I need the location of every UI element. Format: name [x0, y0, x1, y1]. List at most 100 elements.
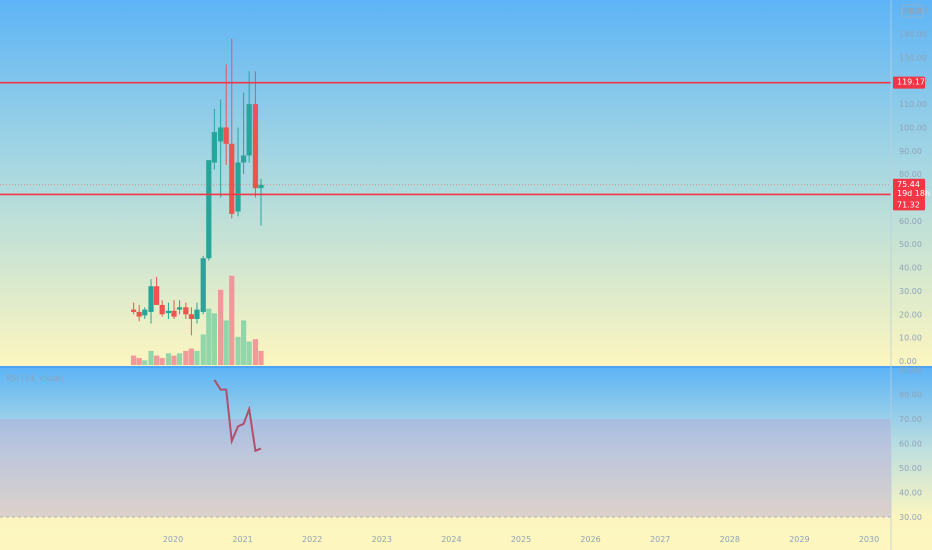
volume-bar-14: [211, 313, 217, 365]
candle-7: [171, 300, 177, 319]
candle-14: [211, 108, 217, 170]
candle-body-18: [235, 162, 241, 212]
candle-body-4: [154, 286, 160, 305]
candle-body-12: [200, 258, 206, 312]
candle-16: [223, 64, 229, 165]
candle-9: [183, 302, 189, 319]
rsi-tick-label-6: 30.00: [899, 513, 922, 522]
candle-8: [176, 300, 183, 315]
time-axis-background: [0, 518, 932, 550]
time-tick-label-7: 2027: [650, 535, 670, 544]
candle-body-21: [252, 104, 259, 189]
rsi-tick-label-0: 90.00: [899, 366, 922, 375]
price-tick-label-13: 20.00: [899, 310, 922, 319]
rsi-tick-label-4: 50.00: [899, 464, 922, 473]
price-tick-label-15: 0.00: [899, 357, 917, 366]
candle-body-9: [183, 307, 189, 315]
time-tick-label-1: 2021: [232, 535, 252, 544]
price-tag-bottom-line: 71.32: [893, 199, 925, 211]
candle-20: [246, 71, 252, 163]
rsi-label: RSI (14, close): [6, 374, 64, 383]
volume-bar-19: [241, 320, 247, 365]
pane-divider[interactable]: [0, 366, 932, 368]
candle-19: [241, 92, 247, 175]
volume-bar-17: [229, 275, 235, 365]
time-tick-label-10: 2030: [859, 535, 879, 544]
candle-body-7: [171, 310, 177, 317]
candle-body-1: [136, 311, 142, 317]
candle-6: [165, 302, 172, 319]
candle-17: [229, 38, 235, 219]
price-tick-label-4: 110.00: [899, 100, 927, 109]
candle-4: [154, 276, 160, 305]
price-tick-label-2: 130.00: [899, 53, 927, 62]
candle-body-16: [223, 127, 229, 144]
candle-5: [159, 300, 165, 317]
volume-bar-0: [131, 355, 137, 365]
candle-2: [142, 307, 148, 319]
rsi-pane-background: [0, 368, 932, 518]
candle-body-20: [246, 104, 252, 156]
price-tag-top-line-text-0: 119.17: [897, 78, 925, 87]
time-tick-label-8: 2028: [720, 535, 740, 544]
price-tick-label-11: 40.00: [899, 264, 922, 273]
volume-bar-20: [246, 341, 252, 365]
candle-body-11: [194, 309, 200, 319]
candle-18: [235, 127, 241, 217]
candle-body-14: [211, 132, 217, 163]
candle-1: [136, 304, 142, 322]
candle-body-2: [142, 309, 148, 316]
candle-3: [148, 279, 154, 324]
rsi-line: [213, 379, 262, 453]
time-axis[interactable]: 2020 2021 2022 2023 2024 2025 2026 2027 2028 2029…: [0, 518, 932, 550]
price-tag-top-line-bg: [893, 76, 925, 89]
volume-bar-4: [154, 355, 160, 365]
candle-21: [252, 71, 259, 198]
candle-body-8: [176, 307, 183, 310]
horizontal-lines[interactable]: [0, 81, 891, 196]
time-tick-label-2: 2022: [302, 535, 322, 544]
volume-bar-9: [183, 350, 189, 365]
price-tag-bottom-line-text: 71.32: [897, 200, 920, 209]
candle-15: [218, 99, 224, 198]
candles: [131, 38, 264, 336]
candle-body-5: [159, 304, 165, 315]
candle-body-13: [206, 160, 212, 259]
volume-bar-2: [142, 360, 148, 365]
rsi-pane[interactable]: RSI (14, close): [0, 368, 932, 518]
main-pane[interactable]: [0, 0, 932, 366]
time-tick-label-9: 2029: [789, 535, 809, 544]
main-pane-background: [0, 0, 932, 366]
candle-body-3: [148, 286, 154, 312]
price-axis[interactable]: 150.00140.00130.00120.00110.00100.0090.0…: [890, 0, 930, 550]
candle-body-0: [131, 309, 137, 312]
price-tick-label-12: 30.00: [899, 287, 922, 296]
candle-body-17: [229, 143, 235, 214]
rsi-tick-label-5: 40.00: [899, 489, 922, 498]
candle-body-19: [241, 155, 247, 163]
volume-bar-5: [159, 357, 165, 365]
volume-bar-22: [258, 350, 264, 365]
candle-13: [206, 160, 212, 261]
candle-10: [188, 307, 194, 336]
currency-label: USD: [904, 7, 921, 16]
price-tick-label-14: 10.00: [899, 334, 922, 343]
currency-badge[interactable]: [901, 4, 924, 18]
candle-body-22: [258, 184, 264, 189]
price-tick-label-1: 140.00: [899, 30, 927, 39]
candle-0: [131, 302, 137, 315]
candle-body-15: [218, 127, 224, 142]
volume-bar-1: [136, 357, 142, 365]
volume-bar-10: [188, 348, 194, 365]
price-tick-label-7: 80.00: [899, 170, 922, 179]
candle-12: [200, 255, 206, 315]
volume-bar-11: [194, 350, 200, 365]
time-tick-label-4: 2024: [441, 535, 461, 544]
volume-bar-16: [223, 320, 229, 365]
volume-bar-7: [171, 355, 177, 365]
time-tick-label-6: 2026: [580, 535, 600, 544]
price-tag-current-text-0: 75.44: [897, 180, 920, 189]
price-tick-label-9: 60.00: [899, 217, 922, 226]
